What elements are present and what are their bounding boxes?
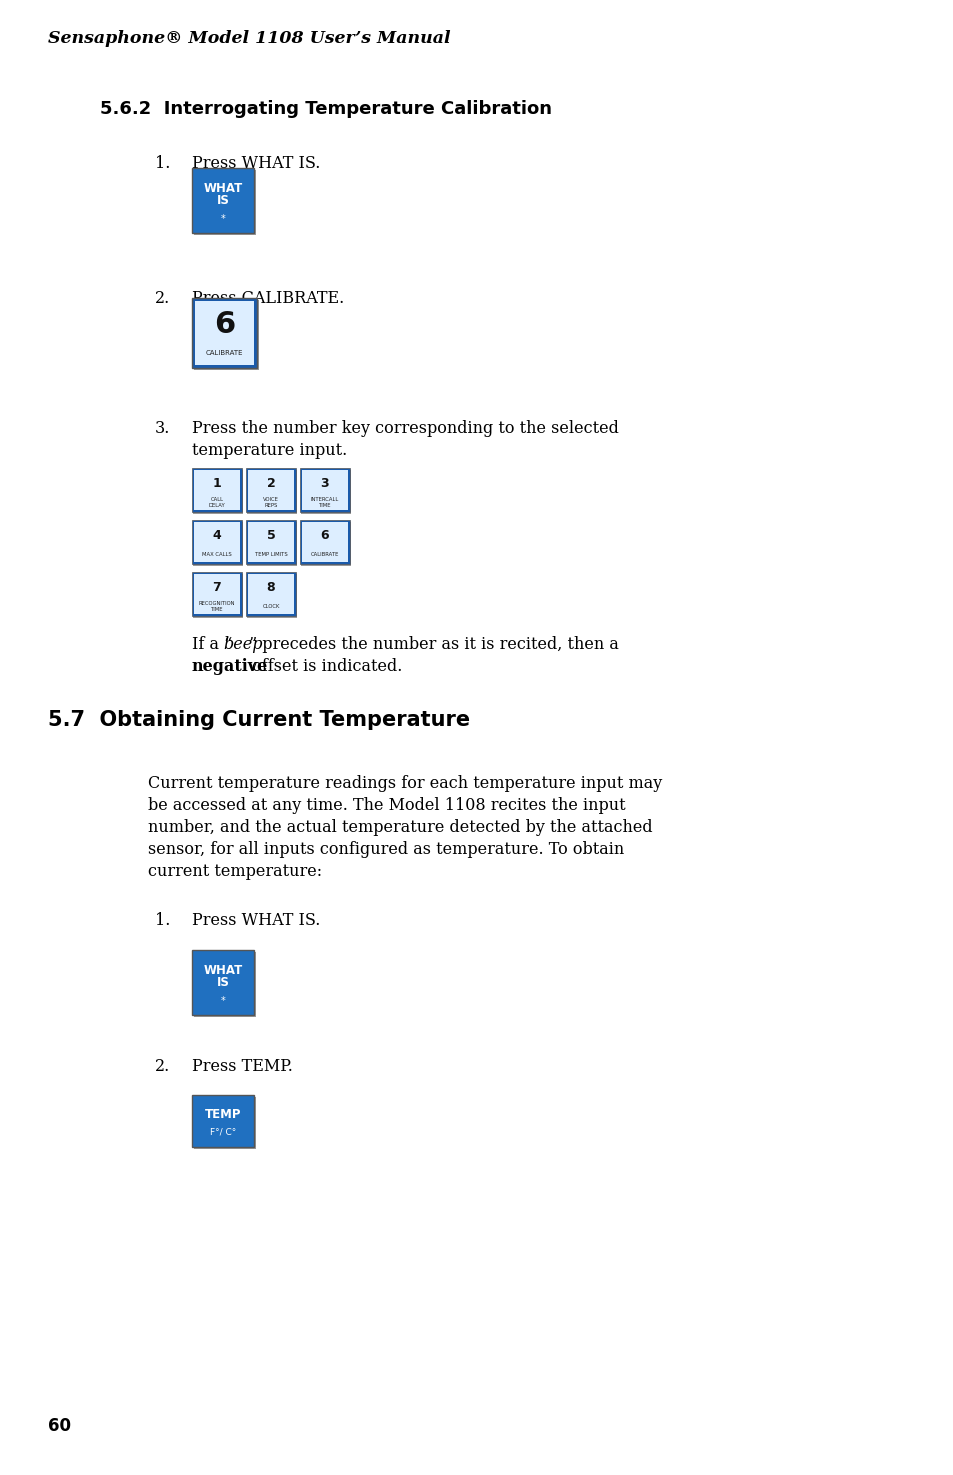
Text: If a “: If a “ bbox=[192, 636, 233, 653]
FancyBboxPatch shape bbox=[193, 522, 243, 565]
FancyBboxPatch shape bbox=[246, 468, 295, 512]
Text: Press TEMP.: Press TEMP. bbox=[192, 1058, 293, 1075]
Text: RECOGNITION: RECOGNITION bbox=[198, 602, 235, 606]
FancyBboxPatch shape bbox=[302, 522, 348, 562]
Text: 5: 5 bbox=[266, 530, 275, 541]
Text: 6: 6 bbox=[213, 310, 234, 339]
Text: CLOCK: CLOCK bbox=[262, 603, 279, 609]
Text: Current temperature readings for each temperature input may: Current temperature readings for each te… bbox=[148, 774, 661, 792]
Text: 1.: 1. bbox=[154, 912, 171, 929]
Text: 5.7  Obtaining Current Temperature: 5.7 Obtaining Current Temperature bbox=[48, 709, 470, 730]
FancyBboxPatch shape bbox=[192, 1094, 253, 1148]
FancyBboxPatch shape bbox=[247, 469, 297, 513]
Text: IS: IS bbox=[216, 195, 230, 207]
Text: number, and the actual temperature detected by the attached: number, and the actual temperature detec… bbox=[148, 819, 652, 836]
Text: ” precedes the number as it is recited, then a: ” precedes the number as it is recited, … bbox=[249, 636, 618, 653]
Text: TIME: TIME bbox=[318, 503, 331, 507]
FancyBboxPatch shape bbox=[193, 1097, 255, 1149]
Text: beep: beep bbox=[223, 636, 262, 653]
Text: IS: IS bbox=[216, 976, 230, 990]
Text: sensor, for all inputs configured as temperature. To obtain: sensor, for all inputs configured as tem… bbox=[148, 841, 623, 858]
Text: 3.: 3. bbox=[154, 420, 171, 437]
FancyBboxPatch shape bbox=[193, 471, 240, 510]
Text: Press the number key corresponding to the selected: Press the number key corresponding to th… bbox=[192, 420, 618, 437]
FancyBboxPatch shape bbox=[193, 522, 240, 562]
Text: be accessed at any time. The Model 1108 recites the input: be accessed at any time. The Model 1108 … bbox=[148, 796, 625, 814]
Text: 3: 3 bbox=[320, 476, 329, 490]
FancyBboxPatch shape bbox=[301, 522, 351, 565]
Text: 7: 7 bbox=[213, 581, 221, 594]
Text: 1.: 1. bbox=[154, 155, 171, 173]
FancyBboxPatch shape bbox=[248, 471, 294, 510]
FancyBboxPatch shape bbox=[192, 950, 253, 1015]
FancyBboxPatch shape bbox=[194, 301, 253, 364]
FancyBboxPatch shape bbox=[192, 521, 242, 563]
Text: Press WHAT IS.: Press WHAT IS. bbox=[192, 155, 320, 173]
FancyBboxPatch shape bbox=[246, 521, 295, 563]
Text: F°/ C°: F°/ C° bbox=[210, 1128, 236, 1137]
FancyBboxPatch shape bbox=[247, 522, 297, 565]
Text: 60: 60 bbox=[48, 1417, 71, 1435]
Text: Sensaphone® Model 1108 User’s Manual: Sensaphone® Model 1108 User’s Manual bbox=[48, 30, 450, 47]
Text: 1: 1 bbox=[213, 476, 221, 490]
Text: 4: 4 bbox=[213, 530, 221, 541]
Text: 8: 8 bbox=[267, 581, 275, 594]
Text: VOICE: VOICE bbox=[263, 497, 278, 502]
FancyBboxPatch shape bbox=[192, 468, 242, 512]
Text: 2.: 2. bbox=[154, 291, 170, 307]
FancyBboxPatch shape bbox=[193, 469, 243, 513]
FancyBboxPatch shape bbox=[193, 170, 255, 235]
Text: Press WHAT IS.: Press WHAT IS. bbox=[192, 912, 320, 929]
Text: offset is indicated.: offset is indicated. bbox=[247, 658, 402, 676]
Text: MAX CALLS: MAX CALLS bbox=[202, 552, 232, 558]
Text: current temperature:: current temperature: bbox=[148, 863, 322, 881]
Text: WHAT: WHAT bbox=[203, 183, 242, 195]
Text: WHAT: WHAT bbox=[203, 965, 242, 978]
FancyBboxPatch shape bbox=[301, 469, 351, 513]
FancyBboxPatch shape bbox=[248, 574, 294, 614]
Text: Press CALIBRATE.: Press CALIBRATE. bbox=[192, 291, 344, 307]
FancyBboxPatch shape bbox=[193, 299, 258, 370]
FancyBboxPatch shape bbox=[193, 574, 243, 618]
FancyBboxPatch shape bbox=[299, 468, 350, 512]
Text: 5.6.2  Interrogating Temperature Calibration: 5.6.2 Interrogating Temperature Calibrat… bbox=[100, 100, 552, 118]
FancyBboxPatch shape bbox=[248, 522, 294, 562]
Text: temperature input.: temperature input. bbox=[192, 442, 347, 459]
Text: CALIBRATE: CALIBRATE bbox=[311, 552, 339, 558]
Text: DELAY: DELAY bbox=[209, 503, 225, 507]
Text: CALIBRATE: CALIBRATE bbox=[206, 350, 243, 355]
FancyBboxPatch shape bbox=[299, 521, 350, 563]
Text: INTERCALL: INTERCALL bbox=[311, 497, 338, 502]
Text: 2: 2 bbox=[266, 476, 275, 490]
FancyBboxPatch shape bbox=[302, 471, 348, 510]
Text: *: * bbox=[220, 214, 225, 224]
FancyBboxPatch shape bbox=[193, 951, 255, 1016]
Text: TEMP: TEMP bbox=[205, 1108, 241, 1121]
FancyBboxPatch shape bbox=[192, 168, 253, 233]
FancyBboxPatch shape bbox=[193, 574, 240, 614]
FancyBboxPatch shape bbox=[192, 298, 256, 367]
Text: TIME: TIME bbox=[211, 606, 223, 612]
Text: 2.: 2. bbox=[154, 1058, 170, 1075]
Text: *: * bbox=[220, 996, 225, 1006]
FancyBboxPatch shape bbox=[192, 572, 242, 617]
FancyBboxPatch shape bbox=[247, 574, 297, 618]
Text: negative: negative bbox=[192, 658, 268, 676]
Text: TEMP LIMITS: TEMP LIMITS bbox=[254, 552, 287, 558]
Text: REPS: REPS bbox=[264, 503, 277, 507]
FancyBboxPatch shape bbox=[246, 572, 295, 617]
Text: CALL: CALL bbox=[211, 497, 223, 502]
Text: 6: 6 bbox=[320, 530, 329, 541]
